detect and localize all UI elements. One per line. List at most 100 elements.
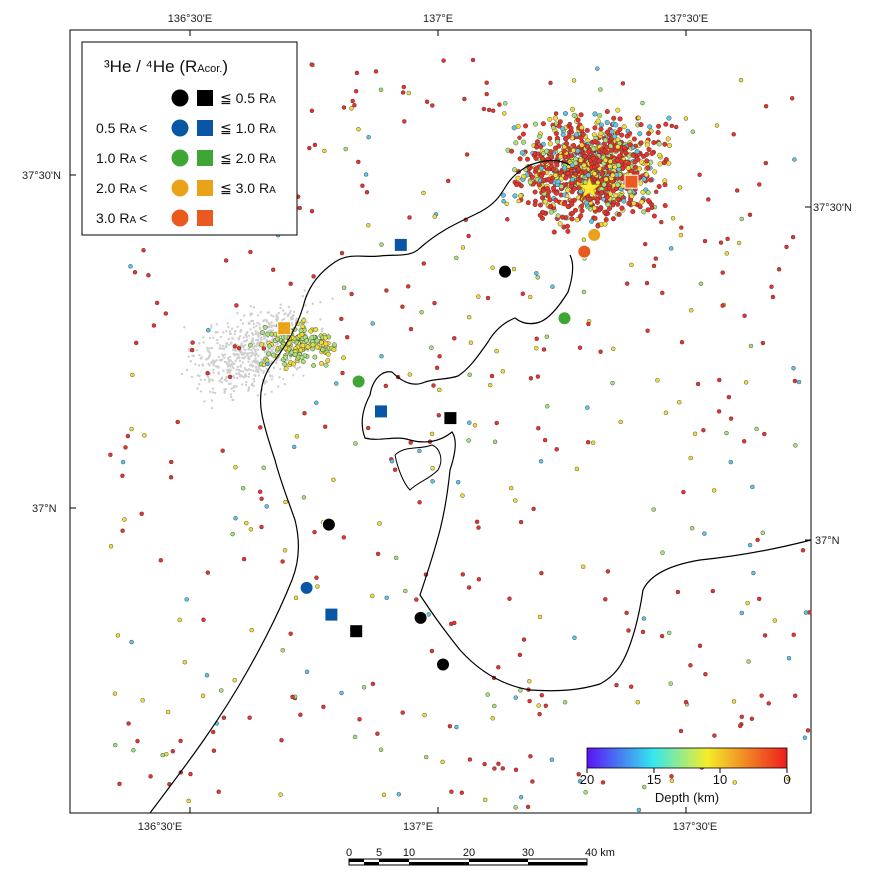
grey-seismicity-dot [208,353,212,357]
grey-seismicity-dot [217,372,220,375]
earthquake-dot [692,431,698,436]
grey-seismicity-dot [208,380,211,383]
earthquake-dot [233,465,238,470]
earthquake-dot [536,151,541,157]
earthquake-dot [577,779,583,784]
earthquake-dot [540,187,546,193]
earthquake-dot [377,521,382,526]
grey-seismicity-dot [270,378,274,381]
earthquake-dot [541,177,547,183]
earthquake-dot [578,189,584,195]
earthquake-dot [629,262,634,268]
grey-seismicity-dot [275,358,279,362]
earthquake-dot [747,542,753,548]
earthquake-dot [749,716,755,721]
earthquake-dot [513,767,519,772]
earthquake-dot [537,134,543,140]
earthquake-dot [490,716,495,721]
earthquake-dot [129,639,134,645]
grey-seismicity-dot [247,321,250,325]
earthquake-dot [500,369,505,374]
earthquake-dot [288,281,293,286]
left-tick-label-2: 37°N [32,503,57,515]
grey-seismicity-dot [199,390,203,393]
earthquake-dot [657,152,663,158]
grey-seismicity-dot [222,347,226,350]
earthquake-dot [356,126,361,132]
earthquake-dot [625,281,630,286]
earthquake-dot [290,694,295,700]
grey-seismicity-dot [203,400,206,403]
earthquake-dot [558,183,564,189]
grey-seismicity-dot [255,345,258,348]
earthquake-dot [318,339,324,345]
earthquake-dot [349,291,354,297]
earthquake-dot [792,157,797,162]
legend-square-marker [197,180,213,196]
earthquake-dot [546,189,552,195]
earthquake-dot [545,404,550,409]
earthquake-dot [583,200,589,206]
earthquake-dot [571,142,577,148]
earthquake-dot [579,125,585,131]
earthquake-dot [736,240,742,246]
grey-seismicity-dot [249,354,253,358]
grey-seismicity-dot [231,398,234,402]
earthquake-dot [528,294,533,300]
grey-seismicity-dot [255,352,258,356]
earthquake-dot [334,381,339,386]
earthquake-dot [604,194,610,200]
grey-seismicity-dot [250,348,253,352]
earthquake-dot [314,575,319,580]
earthquake-dot [431,383,436,388]
earthquake-dot [537,711,542,717]
earthquake-dot [544,334,549,339]
grey-seismicity-dot [210,326,213,329]
earthquake-dot [555,213,561,219]
grey-seismicity-dot [247,386,250,389]
earthquake-dot [805,728,811,733]
earthquake-dot [615,130,621,136]
earthquake-dot [129,426,134,432]
earthquake-dot [553,197,559,203]
earthquake-dot [476,577,482,582]
grey-seismicity-dot [291,315,294,318]
station-circle [498,264,512,279]
legend-row: 0.5 RA < ≦ 1.0 RA [96,119,276,137]
grey-seismicity-dot [225,361,228,364]
grey-seismicity-dot [254,330,257,333]
grey-seismicity-dot [256,369,260,373]
earthquake-dot [578,112,584,118]
grey-seismicity-dot [223,388,226,391]
earthquake-dot [501,198,506,204]
earthquake-dot [466,585,472,590]
earthquake-dot [594,162,600,168]
earthquake-dot [120,473,125,478]
earthquake-dot [384,288,389,293]
earthquake-dot [298,327,304,333]
grey-seismicity-dot [231,366,234,369]
grey-seismicity-dot [302,374,305,377]
grey-seismicity-dot [233,362,236,365]
earthquake-dot [640,629,646,635]
earthquake-dot [615,182,621,188]
earthquake-dot [533,166,539,172]
station-circle [413,610,428,625]
grey-seismicity-dot [287,313,290,316]
grey-seismicity-dot [227,337,231,341]
grey-seismicity-dot [279,358,282,362]
earthquake-dot [571,147,577,153]
grey-seismicity-dot [242,340,246,343]
grey-seismicity-dot [240,342,243,345]
grey-seismicity-dot [236,344,239,347]
earthquake-dot [654,189,659,195]
earthquake-dot [631,136,637,142]
earthquake-dot [565,228,571,234]
earthquake-dot [790,96,795,101]
earthquake-dot [400,710,405,715]
earthquake-dot [724,430,729,436]
legend-row-upper-bound: ≦ 1.0 RA [220,120,276,136]
earthquake-dot [190,340,195,345]
earthquake-dot [604,144,610,150]
earthquake-dot [677,185,683,190]
